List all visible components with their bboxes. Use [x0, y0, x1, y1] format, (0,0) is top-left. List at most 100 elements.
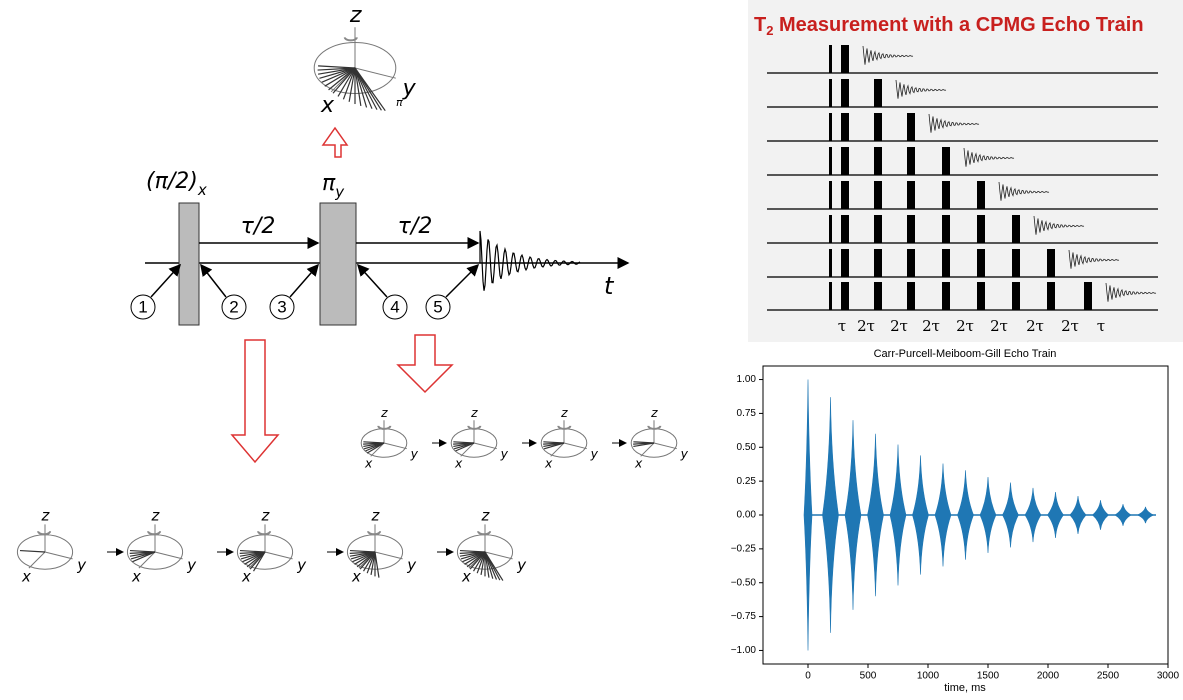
pulse-90	[829, 147, 832, 175]
point-number: 4	[390, 297, 399, 316]
rotation-arrow	[478, 531, 490, 534]
sphere-axis	[265, 552, 293, 559]
spin-vector	[20, 551, 45, 552]
pulse-180	[1012, 249, 1020, 277]
pulse-180	[874, 113, 882, 141]
axis-label: y	[410, 447, 419, 461]
bloch-sphere: zxy	[347, 506, 416, 585]
axis-label: π	[396, 96, 403, 109]
bloch-sphere: zxy	[451, 406, 508, 470]
x-tick-label: 2500	[1097, 671, 1120, 682]
pulse-180	[907, 147, 915, 175]
pulse-180	[841, 79, 849, 107]
axis-label: z	[560, 406, 568, 420]
axis-label: z	[380, 406, 388, 420]
echo-peak	[1048, 492, 1064, 538]
pulse-180	[841, 113, 849, 141]
interval-label: 2τ	[1026, 317, 1044, 335]
page: t (π/2)x πy τ/2 τ/2 12345zxyzxyzxyzxyzxy…	[0, 0, 1183, 695]
axis-label: y	[402, 75, 417, 101]
axis-label: x	[461, 567, 471, 585]
echo-peak	[1093, 500, 1109, 530]
point-number: 5	[433, 297, 442, 316]
pulse-180	[977, 249, 985, 277]
axis-label: z	[151, 506, 161, 524]
pulse-180	[942, 181, 950, 209]
pulse-180	[320, 203, 356, 325]
axis-label: z	[650, 406, 658, 420]
spin-vector	[318, 66, 355, 68]
pulse-90	[179, 203, 199, 325]
echo-peak	[958, 470, 974, 559]
axis-label: y	[76, 556, 86, 574]
pulse-180	[841, 249, 849, 277]
pulse-90	[829, 282, 832, 310]
axis-label: z	[470, 406, 478, 420]
x-axis-title: time, ms	[944, 682, 986, 694]
pulse-90	[829, 45, 832, 73]
y-tick-label: −0.25	[731, 544, 757, 555]
sphere-axis	[45, 552, 73, 559]
red-arrow-up	[323, 128, 347, 157]
axis-label: x	[131, 567, 141, 585]
echo-peak	[1003, 482, 1019, 547]
axis-label: x	[364, 456, 373, 470]
pulse-180	[1047, 249, 1055, 277]
point-number: 1	[138, 297, 147, 316]
axis-label: x	[21, 567, 31, 585]
echo-peak	[823, 397, 839, 633]
pulse-180	[942, 249, 950, 277]
bloch-sphere: zxy	[17, 506, 86, 585]
pulse-180	[907, 113, 915, 141]
sphere-axis	[474, 443, 497, 449]
echo-peak	[890, 445, 906, 586]
pulse-180	[907, 282, 915, 310]
pointer-arrow	[290, 265, 318, 297]
sphere-axis	[384, 443, 407, 449]
y-tick-label: 0.25	[737, 476, 757, 487]
point-number: 2	[229, 297, 238, 316]
pulse-180	[841, 147, 849, 175]
pulse-180	[942, 147, 950, 175]
panel-title: T2 Measurement with a CPMG Echo Train	[754, 14, 1144, 38]
y-tick-label: 1.00	[737, 374, 757, 385]
pulse-180	[1084, 282, 1092, 310]
pulse-180	[1047, 282, 1055, 310]
bloch-sphere: z x y	[541, 406, 598, 470]
point-number: 3	[277, 297, 286, 316]
interval-label: 2τ	[990, 317, 1008, 335]
chart-title: Carr-Purcell-Meiboom-Gill Echo Train	[874, 348, 1057, 360]
pulse-180	[907, 181, 915, 209]
echo-peak	[935, 464, 951, 567]
y-tick-label: 0.50	[737, 442, 757, 453]
bloch-sphere: z x y	[361, 406, 418, 470]
rotation-arrow	[368, 531, 380, 534]
echo-peak	[1070, 496, 1086, 534]
axis-label: x	[241, 567, 251, 585]
sphere-axis	[564, 443, 587, 449]
red-arrow-down	[398, 335, 452, 392]
pulse-180	[1012, 215, 1020, 243]
pulse-180	[907, 215, 915, 243]
sphere-axis	[155, 552, 183, 559]
pulse-180	[977, 181, 985, 209]
axis-label: x	[351, 567, 361, 585]
echo-peak	[913, 455, 929, 574]
axis-label: y	[590, 447, 599, 461]
rotation-arrow	[148, 531, 160, 534]
echo-chart: Carr-Purcell-Meiboom-Gill Echo Train tim…	[731, 348, 1180, 694]
echo-peak	[845, 420, 861, 610]
bloch-sphere: zxy	[127, 506, 196, 585]
pointer-arrow	[201, 265, 226, 297]
interval-label: 2τ	[857, 317, 875, 335]
pulse-180	[874, 79, 882, 107]
pulse-90	[829, 181, 832, 209]
pulse-90	[829, 79, 832, 107]
interval-label: 2τ	[956, 317, 974, 335]
pulse-180	[874, 282, 882, 310]
axis-label: x	[544, 456, 553, 470]
pulse-180	[907, 249, 915, 277]
interval-label: 2τ	[890, 317, 908, 335]
